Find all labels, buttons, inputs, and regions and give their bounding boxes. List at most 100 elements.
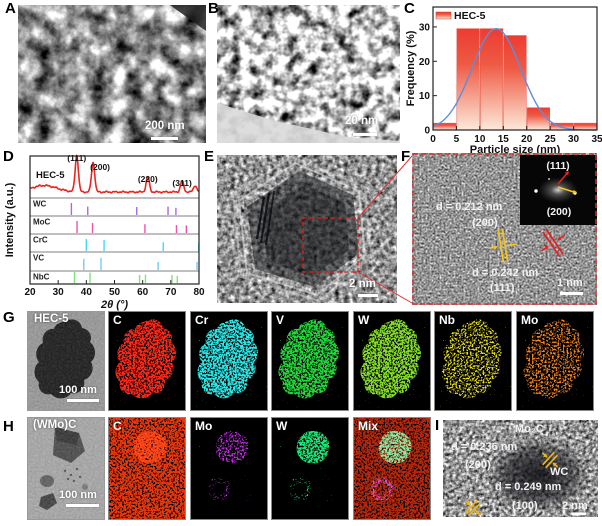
x-tick-label: 10 bbox=[474, 134, 486, 145]
phase-label-mo2c: Mo₂C bbox=[515, 423, 544, 435]
panel-label-c: C bbox=[404, 0, 415, 17]
x-tick-label: 35 bbox=[591, 134, 602, 145]
fft-spot bbox=[534, 189, 538, 193]
eds-map-cr bbox=[190, 311, 268, 411]
eds-label-wmoc-c: C bbox=[113, 419, 122, 433]
x-tick-label: 80 bbox=[193, 287, 205, 298]
d-spacing-label-mo2c: d = 0.236 nm bbox=[451, 441, 518, 453]
eds-map-wmoc-mix bbox=[353, 417, 431, 520]
y-tick-label: 30 bbox=[419, 22, 431, 33]
eds-label-wmoc-mix: Mix bbox=[358, 419, 379, 433]
scale-bar-label: 2 nm bbox=[562, 500, 588, 512]
legend-label: HEC-5 bbox=[454, 10, 486, 22]
panel-label-a: A bbox=[5, 0, 16, 17]
y-axis-label: Frequency (%) bbox=[405, 30, 417, 106]
scale-bar bbox=[66, 504, 99, 507]
phase-label-wc: WC bbox=[550, 466, 568, 478]
y-tick-label: 20 bbox=[419, 57, 431, 68]
eds-map-c bbox=[108, 311, 186, 411]
fft-inset: (111) (200) bbox=[520, 155, 597, 225]
x-tick-label: 30 bbox=[53, 287, 65, 298]
scale-bar bbox=[67, 399, 99, 402]
d-spacing-marker bbox=[541, 451, 559, 469]
panel-f-dashed-border bbox=[412, 153, 597, 305]
x-tick-label: 0 bbox=[430, 134, 436, 145]
eds-map-wmoc-w bbox=[271, 417, 349, 520]
peak-annotation: (311) bbox=[172, 178, 192, 188]
d-spacing-marker bbox=[540, 228, 566, 258]
d-spacing-label-1: d = 0.212 nm bbox=[436, 201, 503, 213]
y-axis-label: Intensity (a.u.) bbox=[4, 182, 16, 257]
scale-bar-label: 20 nm bbox=[345, 115, 379, 127]
eds-map-w bbox=[353, 311, 431, 411]
series-label: HEC-5 bbox=[36, 170, 65, 181]
histogram-bar bbox=[480, 28, 504, 131]
eds-label-cr: Cr bbox=[195, 313, 209, 327]
peak-annotation: (111) bbox=[67, 153, 86, 163]
scale-bar bbox=[560, 292, 583, 295]
panel-label-e: E bbox=[204, 148, 215, 165]
sample-label-wmoc: (WMo)C bbox=[33, 419, 77, 431]
panel-a-sem-image bbox=[18, 5, 206, 143]
eds-label-c: C bbox=[113, 313, 122, 327]
x-tick-label: 15 bbox=[498, 134, 510, 145]
d-spacing-label-wc: d = 0.249 nm bbox=[495, 481, 562, 493]
eds-map-wmoc-mo bbox=[190, 417, 268, 520]
panel-label-b: B bbox=[208, 0, 219, 17]
histogram-bar bbox=[526, 107, 550, 131]
plane-label-mo2c: (200) bbox=[465, 459, 491, 471]
x-tick-label: 40 bbox=[81, 287, 93, 298]
stem-image-wmoc bbox=[27, 417, 105, 520]
scale-bar-label: 2 nm bbox=[349, 278, 376, 290]
panel-i-hrtem-image: Mo₂C d = 0.236 nm (200) WC d = 0.249 nm … bbox=[443, 420, 598, 517]
scale-bar-label: 200 nm bbox=[145, 120, 185, 132]
eds-label-wmoc-w: W bbox=[276, 419, 288, 433]
fft-plane-bottom: (200) bbox=[547, 206, 572, 218]
eds-map-wmoc-c bbox=[108, 417, 186, 520]
histogram-bar bbox=[503, 35, 527, 131]
x-tick-label: 60 bbox=[137, 287, 149, 298]
stem-image-hec5 bbox=[27, 311, 105, 411]
panel-b-tem-image bbox=[217, 5, 400, 143]
fft-plane-top: (111) bbox=[546, 160, 569, 172]
eds-label-mo: Mo bbox=[521, 313, 539, 327]
x-tick-label: 5 bbox=[454, 134, 460, 145]
scale-bar-label: 1 nm bbox=[557, 277, 583, 289]
legend-swatch bbox=[435, 11, 452, 20]
hec5-xrd-trace bbox=[29, 154, 199, 194]
d-spacing-label-2: d = 0.242 nm bbox=[472, 267, 539, 279]
panel-label-i: I bbox=[435, 417, 440, 434]
reference-label: CrC bbox=[33, 236, 48, 245]
plane-label-1: (200) bbox=[472, 217, 498, 229]
eds-map-nb bbox=[434, 311, 512, 411]
eds-label-nb: Nb bbox=[439, 313, 455, 327]
x-tick-label: 30 bbox=[568, 134, 580, 145]
d-spacing-marker bbox=[464, 499, 482, 517]
peak-annotation: (200) bbox=[90, 162, 110, 172]
sample-label-hec5: HEC-5 bbox=[34, 313, 69, 325]
scale-bar-label: 100 nm bbox=[59, 489, 97, 501]
eds-map-mo bbox=[516, 311, 594, 411]
x-tick-label: 20 bbox=[24, 287, 36, 298]
gaussian-fit-curve bbox=[432, 27, 597, 131]
x-tick-label: 25 bbox=[545, 134, 557, 145]
scale-bar bbox=[151, 137, 178, 140]
reference-label: NbC bbox=[33, 273, 50, 282]
reference-label: MoC bbox=[33, 218, 51, 227]
eds-label-wmoc-mo: Mo bbox=[195, 419, 213, 433]
x-tick-label: 20 bbox=[521, 134, 533, 145]
scale-bar bbox=[358, 294, 378, 297]
plane-label-wc: (100) bbox=[512, 500, 538, 512]
peak-annotation: (220) bbox=[138, 174, 158, 184]
scale-bar bbox=[572, 512, 586, 515]
x-tick-label: 50 bbox=[109, 287, 121, 298]
plot-frame bbox=[432, 6, 598, 131]
scale-bar-label: 100 nm bbox=[59, 384, 97, 396]
panel-label-f: F bbox=[401, 148, 411, 165]
reference-label: WC bbox=[33, 200, 47, 209]
scale-bar bbox=[353, 133, 377, 136]
reference-label: VC bbox=[33, 254, 44, 263]
x-axis-label: 2θ (°) bbox=[100, 299, 128, 311]
